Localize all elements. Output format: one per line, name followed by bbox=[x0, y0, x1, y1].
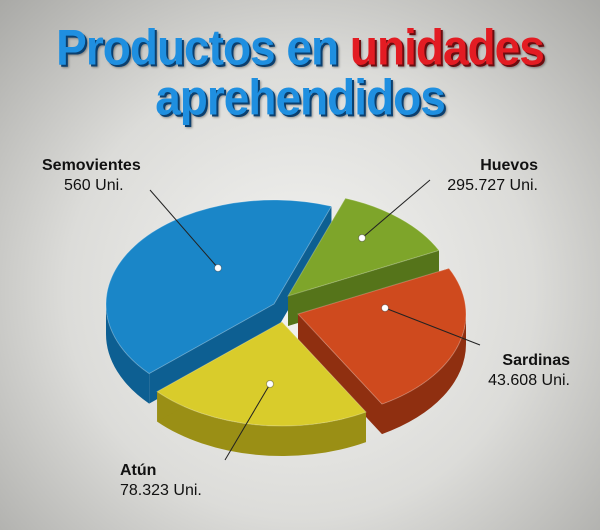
callout-dot-sardinas bbox=[381, 304, 389, 312]
callout-line-huevos bbox=[361, 179, 431, 239]
pie-slice-side-semovientes bbox=[106, 304, 150, 404]
callout-line-atn bbox=[224, 383, 271, 461]
pie-top-group bbox=[105, 197, 467, 427]
pie-slice-sardinas bbox=[297, 267, 467, 405]
callout-dot-semovientes bbox=[214, 264, 222, 272]
slice-value-huevos: 295.727 Uni. bbox=[447, 177, 538, 194]
slice-value-semovientes: 560 Uni. bbox=[64, 177, 124, 194]
slice-label-huevos: Huevos bbox=[480, 157, 538, 174]
slice-value-atn: 78.323 Uni. bbox=[120, 482, 202, 499]
callout-dot-huevos bbox=[358, 234, 366, 242]
callout-line-sardinas bbox=[384, 307, 481, 346]
pie-callout-group: Semovientes 560 Uni. Huevos 295.727 Uni. Sar… bbox=[42, 157, 570, 499]
slice-label-semovientes: Semovientes bbox=[42, 157, 141, 174]
slice-value-sardinas: 43.608 Uni. bbox=[488, 372, 570, 389]
slice-label-sardinas: Sardinas bbox=[502, 352, 570, 369]
pie-slice-side-atn bbox=[157, 391, 366, 456]
pie-slice-semovientes bbox=[105, 199, 333, 375]
pie-slice-huevos bbox=[286, 197, 440, 297]
chart-title-line-1: Productos en unidades bbox=[0, 20, 600, 74]
callout-line-semovientes bbox=[149, 189, 219, 269]
pie-slice-atn bbox=[156, 321, 367, 427]
chart-title-line-2: aprehendidos bbox=[155, 68, 446, 126]
title-part-blue: Productos en bbox=[56, 18, 350, 76]
slice-label-atn: Atún bbox=[120, 462, 156, 479]
pie-slice-side-sardinas bbox=[382, 314, 466, 435]
title-part-red: unidades bbox=[349, 18, 545, 76]
pie-slice-face-sardinas-1 bbox=[298, 314, 382, 435]
callout-dot-atn bbox=[266, 380, 274, 388]
